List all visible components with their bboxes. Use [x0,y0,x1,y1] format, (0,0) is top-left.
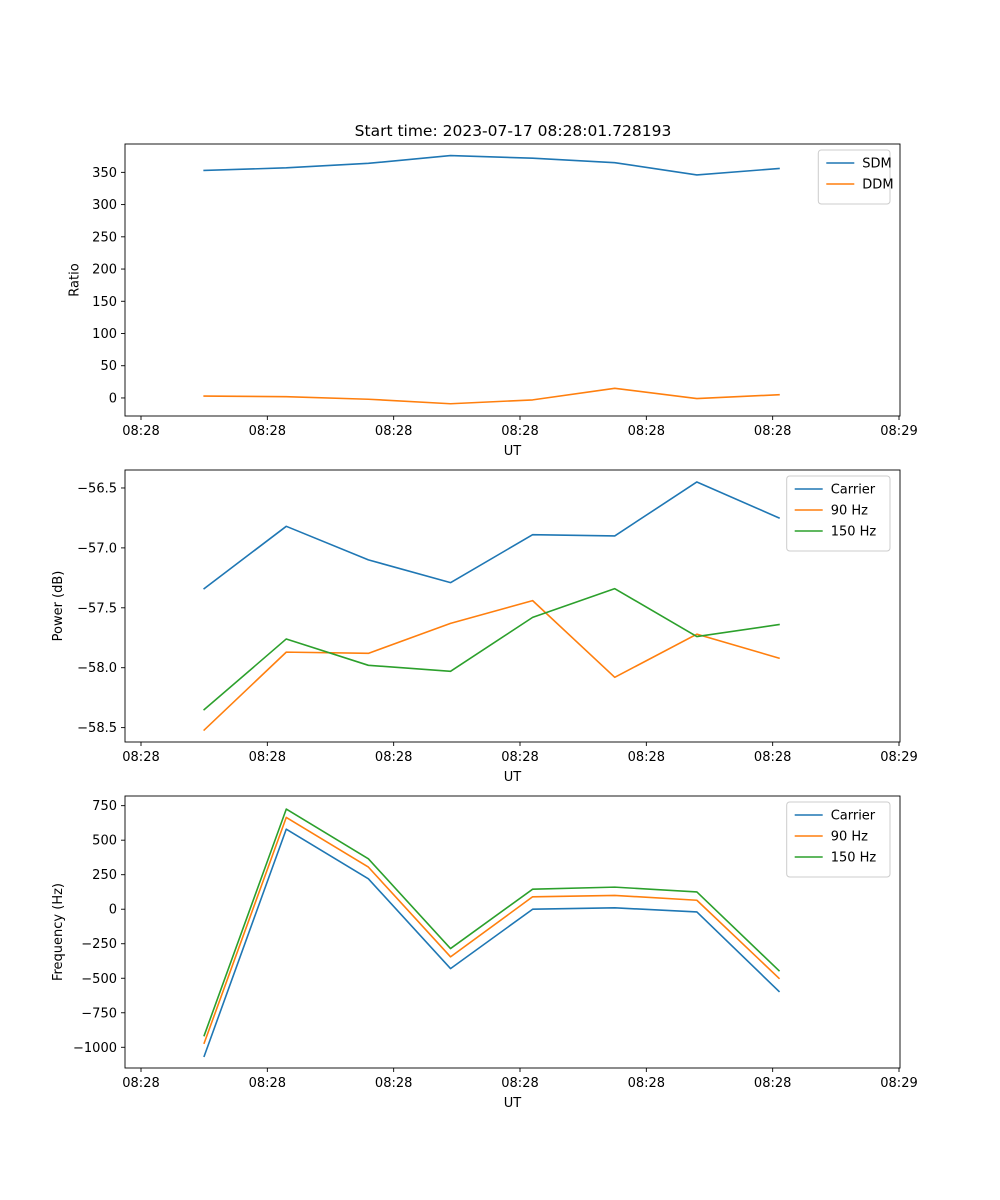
y-tick-label: 750 [92,799,117,814]
y-tick-label: −58.0 [77,661,117,676]
y-tick-label: 250 [92,230,117,245]
y-tick-label: −57.0 [77,541,117,556]
y-tick-label: 300 [92,198,117,213]
legend-label: 90 Hz [831,830,868,845]
y-axis-label: Ratio [67,263,82,296]
axes-frame [124,469,901,743]
legend-box [786,801,891,878]
legend-label: Carrier [831,483,876,498]
x-axis-label: UT [504,770,522,785]
legend: Carrier 90 Hz 150 Hz [786,801,891,878]
series-line-150-hz [203,587,780,711]
series-line-150-hz [203,808,781,1037]
legend-label: SDM [862,157,891,172]
x-tick-label: 08:28 [754,750,791,765]
y-tick-label: −58.5 [77,721,117,736]
legend: Carrier 90 Hz 150 Hz [786,475,891,552]
y-axis-label: Frequency (Hz) [51,883,66,981]
series-line-ddm [203,387,780,405]
y-tick-label: −57.5 [77,601,117,616]
series-lines [203,808,781,1058]
y-axis-label: Power (dB) [51,571,66,642]
legend-label: 90 Hz [831,504,868,519]
x-tick-label: 08:29 [880,424,917,439]
y-tick-label: 0 [109,903,117,918]
y-tick-label: −500 [81,972,117,987]
x-tick-label: 08:29 [880,750,917,765]
series-line-90-hz [203,816,781,1045]
x-tick-label: 08:28 [501,750,538,765]
series-lines [203,481,781,732]
legend-label: 150 Hz [831,525,877,540]
y-tick-label: −750 [81,1006,117,1021]
y-tick-label: 0 [109,391,117,406]
x-tick-label: 08:28 [122,1076,159,1091]
x-tick-label: 08:28 [249,424,286,439]
y-tick-label: 200 [92,263,117,278]
legend-box [786,475,891,552]
y-tick-label: 100 [92,327,117,342]
legend-label: 150 Hz [831,851,877,866]
x-tick-label: 08:29 [880,1076,917,1091]
x-tick-label: 08:28 [754,1076,791,1091]
x-tick-label: 08:28 [249,750,286,765]
legend-label: DDM [862,178,893,193]
series-line-90-hz [203,599,780,732]
x-tick-label: 08:28 [754,424,791,439]
y-tick-label: 500 [92,834,117,849]
chart-panel-3: 08:28 08:28 08:28 08:28 08:28 08:28 08:29 −1000… [51,795,918,1111]
y-tick-label: 150 [92,295,117,310]
x-axis-label: UT [504,444,522,459]
y-tick-label: 350 [92,166,117,181]
y-tick-label: 250 [92,868,117,883]
y-tick-label: −56.5 [77,481,117,496]
x-tick-label: 08:28 [501,1076,538,1091]
series-line-carrier [203,828,781,1058]
x-axis-label: UT [504,1096,522,1111]
axes-frame [124,143,901,417]
y-tick-label: −250 [81,937,117,952]
figure-title: Start time: 2023-07-17 08:28:01.728193 [355,122,672,140]
chart-panel-2: 08:28 08:28 08:28 08:28 08:28 08:28 08:29 −58.5… [51,469,918,785]
x-tick-label: 08:28 [628,750,665,765]
x-tick-label: 08:28 [122,424,159,439]
x-tick-label: 08:28 [501,424,538,439]
x-tick-label: 08:28 [122,750,159,765]
x-tick-label: 08:28 [375,750,412,765]
chart-panel-1: 08:28 08:28 08:28 08:28 08:28 08:28 08:29 0 50 10… [67,143,918,459]
axes-frame [124,795,901,1069]
legend: SDM DDM [817,149,894,205]
series-line-sdm [203,154,780,176]
y-tick-label: −1000 [73,1041,117,1056]
legend-label: Carrier [831,809,876,824]
series-lines [203,154,780,405]
x-tick-label: 08:28 [375,1076,412,1091]
x-tick-label: 08:28 [375,424,412,439]
series-line-carrier [203,481,781,590]
x-tick-label: 08:28 [628,424,665,439]
y-tick-label: 50 [100,359,117,374]
x-tick-label: 08:28 [628,1076,665,1091]
x-tick-label: 08:28 [249,1076,286,1091]
